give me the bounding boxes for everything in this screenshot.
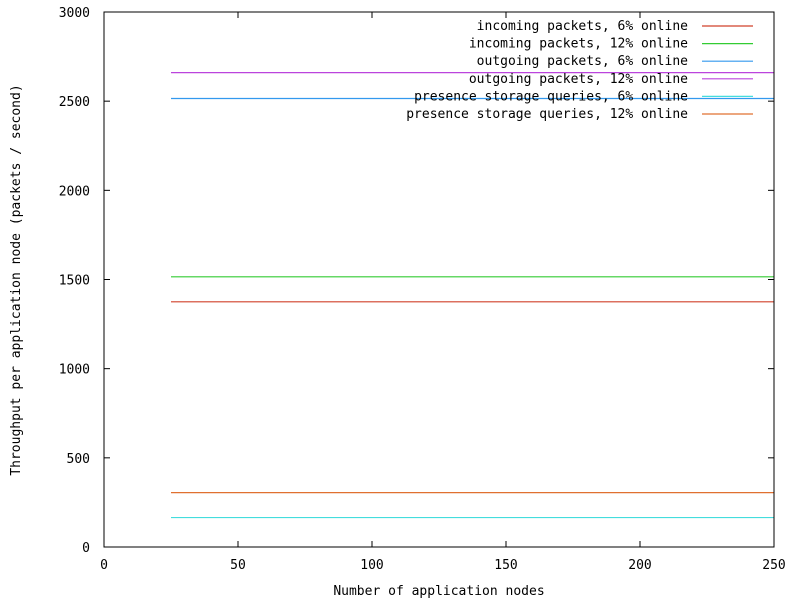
x-tick-label: 0	[100, 558, 108, 573]
legend: incoming packets, 6% online incoming pack…	[406, 19, 753, 122]
y-tick-label: 3000	[59, 6, 90, 21]
y-tick-label: 1000	[59, 363, 90, 378]
legend-label-2: incoming packets, 12% online	[469, 37, 688, 52]
x-tick-label: 200	[628, 558, 651, 573]
legend-label-5: presence storage queries, 6% online	[414, 89, 688, 104]
legend-label-1: incoming packets, 6% online	[477, 19, 688, 34]
legend-label-4: outgoing packets, 12% online	[469, 72, 688, 87]
legend-label-6: presence storage queries, 12% online	[406, 107, 688, 122]
y-tick-label: 2000	[59, 184, 90, 199]
y-tick-label: 0	[82, 541, 90, 556]
x-tick-label: 100	[360, 558, 383, 573]
x-axis-title: Number of application nodes	[333, 584, 544, 599]
y-tick-label: 2500	[59, 95, 90, 110]
x-tick-label: 250	[762, 558, 785, 573]
y-tick-label: 1500	[59, 274, 90, 289]
y-tick-label: 500	[67, 452, 90, 467]
x-tick-label: 50	[230, 558, 246, 573]
legend-label-3: outgoing packets, 6% online	[477, 54, 688, 69]
y-axis-title: Throughput per application node (packets…	[9, 84, 24, 475]
series-layer	[171, 72, 774, 519]
x-tick-label: 150	[494, 558, 517, 573]
